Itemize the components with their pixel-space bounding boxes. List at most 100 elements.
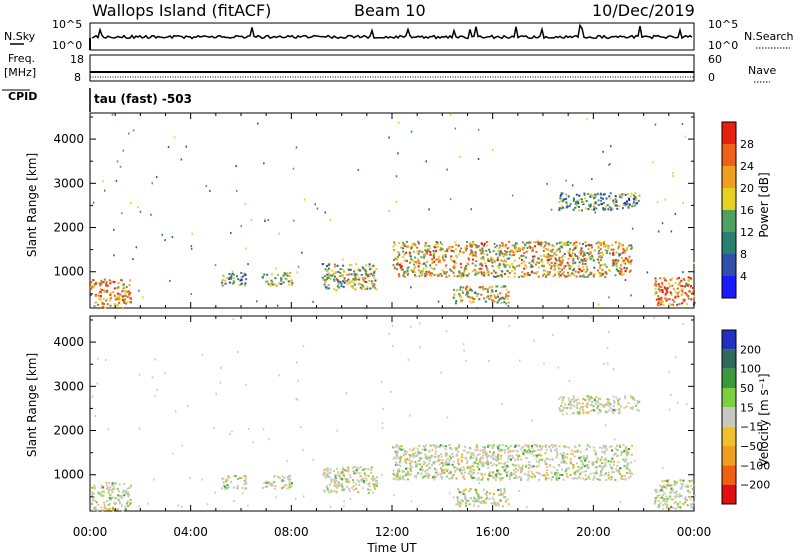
nsky-label: N.Sky <box>4 30 36 43</box>
freq-label: Freq. <box>8 52 35 65</box>
velocity-colorbar-swatch <box>722 465 736 485</box>
time-tick-label: 08:00 <box>274 525 309 539</box>
power-colorbar-swatch <box>722 122 736 144</box>
time-axis: 00:00 04:00 08:00 12:00 16:00 20:00 00:00 <box>73 113 712 539</box>
velocity-colorbar-swatch <box>722 446 736 466</box>
freq-tick-bottom: 8 <box>74 71 81 84</box>
power-panel: 1000 2000 3000 4000 <box>53 112 696 310</box>
date-label: 10/Dec/2019 <box>592 1 695 20</box>
power-colorbar-tick: 12 <box>740 226 754 239</box>
velocity-echo-region <box>261 474 293 490</box>
power-ylabel: Slant Range [km] <box>25 153 39 257</box>
power-echo-region <box>90 278 133 309</box>
freq-panel <box>89 54 695 82</box>
freq-unit: [MHz] <box>4 66 36 79</box>
velocity-colorbar-tick: 50 <box>740 382 754 395</box>
velocity-echo-region <box>653 479 696 510</box>
nsky-panel <box>89 22 695 51</box>
velocity-colorbar-label: Velocity [m s⁻¹] <box>757 373 771 466</box>
velocity-colorbar-swatch <box>722 484 736 504</box>
velocity-y-tick-label: 4000 <box>53 335 84 349</box>
velocity-colorbar-tick: −15 <box>740 421 763 434</box>
velocity-y-tick-label: 2000 <box>53 424 84 438</box>
velocity-colorbar-swatch <box>722 330 736 350</box>
time-tick-label: 12:00 <box>375 525 410 539</box>
time-axis-label: Time UT <box>366 541 417 554</box>
power-colorbar-tick: 16 <box>740 204 754 217</box>
time-tick-label: 16:00 <box>475 525 510 539</box>
power-echo-region <box>558 192 641 212</box>
velocity-colorbar-swatch <box>722 388 736 408</box>
nsky-trace <box>91 23 693 40</box>
power-echo-region <box>321 263 378 292</box>
velocity-colorbar-swatch <box>722 368 736 388</box>
velocity-colorbar-swatch <box>722 407 736 427</box>
power-colorbar-swatch <box>722 144 736 166</box>
freq-tick-top: 18 <box>70 53 84 66</box>
power-colorbar-swatch <box>722 166 736 188</box>
nave-label: Nave <box>748 64 776 77</box>
station-title: Wallops Island (fitACF) <box>92 1 272 20</box>
velocity-y-tick-label: 3000 <box>53 379 84 393</box>
beam-label: Beam 10 <box>354 1 426 20</box>
power-colorbar-swatch <box>722 276 736 298</box>
power-y-tick-label: 3000 <box>53 176 84 190</box>
nsearch-tick-top: 10^5 <box>708 18 738 31</box>
velocity-echo-region <box>452 488 510 508</box>
velocity-echo-region <box>322 465 378 495</box>
nave-tick-bottom: 0 <box>708 71 715 84</box>
time-tick-label: 00:00 <box>677 525 712 539</box>
power-y-tick-label: 4000 <box>53 132 84 146</box>
power-data <box>90 113 696 310</box>
cpid-label: CPID <box>8 90 37 103</box>
power-y-tick-label: 2000 <box>53 221 84 235</box>
time-tick-label: 04:00 <box>173 525 208 539</box>
velocity-echo-region <box>558 395 641 415</box>
power-y-axis: 1000 2000 3000 4000 <box>53 116 694 295</box>
nsky-tick-bottom: 10^0 <box>52 39 82 52</box>
time-tick-label: 20:00 <box>576 525 611 539</box>
power-colorbar-swatch <box>722 232 736 254</box>
velocity-y-axis: 1000 2000 3000 4000 <box>53 319 694 498</box>
velocity-sparse-echoes <box>91 316 695 511</box>
power-colorbar-swatch <box>722 254 736 276</box>
velocity-data <box>90 316 696 512</box>
velocity-echo-region <box>221 475 248 490</box>
velocity-y-tick-label: 1000 <box>53 468 84 482</box>
power-colorbar-swatch <box>722 188 736 210</box>
power-sparse-echoes <box>90 113 695 310</box>
power-colorbar-tick: 8 <box>740 248 747 261</box>
power-echo-region <box>221 272 248 287</box>
power-colorbar-tick: 4 <box>740 270 747 283</box>
velocity-colorbar: 200 100 50 15 −15 −50 −100 −200 <box>721 329 770 505</box>
velocity-colorbar-swatch <box>722 426 736 446</box>
power-colorbar-tick: 24 <box>740 160 754 173</box>
velocity-colorbar-tick: 100 <box>740 363 761 376</box>
velocity-echo-region <box>392 443 633 482</box>
nave-tick-top: 60 <box>708 53 722 66</box>
power-echo-region <box>452 285 510 305</box>
power-y-tick-label: 1000 <box>53 265 84 279</box>
power-colorbar: 4 8 12 16 20 24 28 <box>721 121 754 299</box>
nsearch-tick-bottom: 10^0 <box>708 39 738 52</box>
velocity-colorbar-tick: −100 <box>740 459 770 472</box>
cpid-text: tau (fast) -503 <box>94 92 192 106</box>
time-tick-label: 00:00 <box>73 525 108 539</box>
velocity-ylabel: Slant Range [km] <box>25 353 39 457</box>
velocity-panel: 1000 2000 3000 4000 <box>53 315 696 512</box>
power-colorbar-tick: 28 <box>740 138 754 151</box>
power-colorbar-swatch <box>722 210 736 232</box>
velocity-colorbar-tick: 15 <box>740 401 754 414</box>
nsearch-label: N.Search <box>744 30 794 43</box>
velocity-colorbar-tick: −200 <box>740 479 770 492</box>
velocity-echo-region <box>90 481 132 512</box>
velocity-colorbar-swatch <box>722 349 736 369</box>
power-echo-region <box>392 240 633 279</box>
velocity-colorbar-tick: −50 <box>740 440 763 453</box>
power-colorbar-label: Power [dB] <box>757 172 771 237</box>
power-echo-region <box>261 271 294 287</box>
velocity-colorbar-tick: 200 <box>740 343 761 356</box>
nsky-tick-top: 10^5 <box>52 18 82 31</box>
power-colorbar-tick: 20 <box>740 182 754 195</box>
